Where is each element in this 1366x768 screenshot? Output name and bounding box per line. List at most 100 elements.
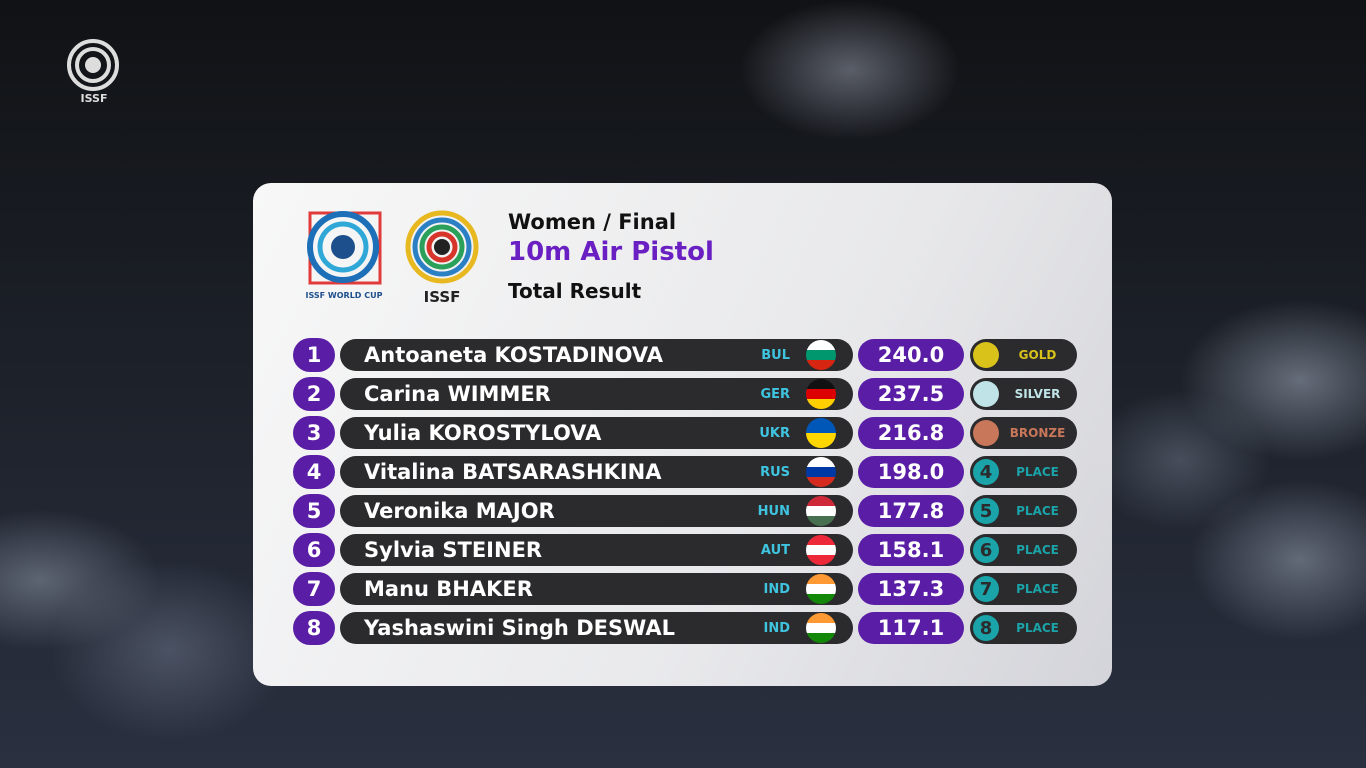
athlete-row: Vitalina BATSARASHKINA RUS	[340, 456, 853, 488]
medal-badge: 5 PLACE	[970, 495, 1077, 527]
athlete-row: Yashaswini Singh DESWAL IND	[340, 612, 853, 644]
medal-icon	[973, 342, 999, 368]
medal-label: BRONZE	[1009, 426, 1066, 440]
rank-badge: 6	[293, 533, 335, 567]
flag-stripe	[806, 340, 836, 350]
flag-stripe	[806, 433, 836, 448]
medal-icon	[973, 381, 999, 407]
score: 198.0	[858, 456, 964, 488]
country-code: IND	[763, 620, 790, 636]
rank-badge: 7	[293, 572, 335, 606]
medal-label: PLACE	[1016, 621, 1059, 635]
flag-stripe	[806, 379, 836, 389]
flag	[806, 418, 836, 448]
country-code: GER	[760, 386, 790, 402]
medal-icon: 6	[973, 537, 999, 563]
athlete-name: Vitalina BATSARASHKINA	[364, 460, 662, 484]
country-code: UKR	[759, 425, 790, 441]
event-name: 10m Air Pistol	[508, 237, 714, 267]
athlete-row: Sylvia STEINER AUT	[340, 534, 853, 566]
flag	[806, 496, 836, 526]
flag-stripe	[806, 477, 836, 487]
rank-badge: 1	[293, 338, 335, 372]
medal-badge: 8 PLACE	[970, 612, 1077, 644]
score: 216.8	[858, 417, 964, 449]
flag-stripe	[806, 613, 836, 623]
flag-stripe	[806, 389, 836, 399]
event-group: Women / Final	[508, 210, 677, 234]
flag-stripe	[806, 360, 836, 370]
flag-stripe	[806, 418, 836, 433]
flag	[806, 535, 836, 565]
athlete-name: Yashaswini Singh DESWAL	[364, 616, 675, 640]
medal-badge: BRONZE	[970, 417, 1077, 449]
athlete-name: Antoaneta KOSTADINOVA	[364, 343, 663, 367]
flag-stripe	[806, 467, 836, 477]
flag-stripe	[806, 584, 836, 594]
header-logos: ISSF WORLD CUP ISSF	[306, 210, 479, 305]
flag-stripe	[806, 496, 836, 506]
medal-icon: 4	[973, 459, 999, 485]
athlete-name: Yulia KOROSTYLOVA	[364, 421, 602, 445]
flag-stripe	[806, 350, 836, 360]
score: 177.8	[858, 495, 964, 527]
score: 237.5	[858, 378, 964, 410]
flag	[806, 457, 836, 487]
flag-stripe	[806, 633, 836, 643]
flag-stripe	[806, 545, 836, 555]
rank-badge: 2	[293, 377, 335, 411]
medal-icon: 5	[973, 498, 999, 524]
country-code: AUT	[760, 542, 790, 558]
athlete-row: Manu BHAKER IND	[340, 573, 853, 605]
country-code: HUN	[757, 503, 790, 519]
medal-icon	[973, 420, 999, 446]
medal-label: GOLD	[1018, 348, 1057, 362]
athlete-name: Manu BHAKER	[364, 577, 533, 601]
medal-label: SILVER	[1014, 387, 1061, 401]
flag-stripe	[806, 574, 836, 584]
rank-badge: 3	[293, 416, 335, 450]
medal-label: PLACE	[1016, 465, 1059, 479]
athlete-row: Carina WIMMER GER	[340, 378, 853, 410]
medal-badge: GOLD	[970, 339, 1077, 371]
score: 117.1	[858, 612, 964, 644]
medal-icon: 7	[973, 576, 999, 602]
athlete-row: Yulia KOROSTYLOVA UKR	[340, 417, 853, 449]
medal-badge: 6 PLACE	[970, 534, 1077, 566]
score: 137.3	[858, 573, 964, 605]
flag-stripe	[806, 555, 836, 565]
flag	[806, 340, 836, 370]
country-code: RUS	[760, 464, 790, 480]
rank-badge: 5	[293, 494, 335, 528]
score: 158.1	[858, 534, 964, 566]
corner-logo: ISSF	[67, 39, 119, 105]
medal-label: PLACE	[1016, 543, 1059, 557]
medal-icon: 8	[973, 615, 999, 641]
athlete-row: Antoaneta KOSTADINOVA BUL	[340, 339, 853, 371]
flag-stripe	[806, 506, 836, 516]
medal-badge: 4 PLACE	[970, 456, 1077, 488]
flag-stripe	[806, 594, 836, 604]
flag	[806, 379, 836, 409]
country-code: IND	[763, 581, 790, 597]
corner-logo-text: ISSF	[81, 92, 108, 105]
flag-stripe	[806, 399, 836, 409]
flag-stripe	[806, 516, 836, 526]
medal-label: PLACE	[1016, 504, 1059, 518]
medal-label: PLACE	[1016, 582, 1059, 596]
athlete-name: Veronika MAJOR	[364, 499, 555, 523]
country-code: BUL	[761, 347, 790, 363]
rank-badge: 8	[293, 611, 335, 645]
world-cup-logo-text: ISSF WORLD CUP	[306, 291, 383, 300]
athlete-name: Sylvia STEINER	[364, 538, 543, 562]
flag	[806, 574, 836, 604]
flag-stripe	[806, 535, 836, 545]
issf-logo-text: ISSF	[424, 288, 461, 305]
medal-badge: SILVER	[970, 378, 1077, 410]
score: 240.0	[858, 339, 964, 371]
result-type: Total Result	[508, 279, 642, 303]
medal-badge: 7 PLACE	[970, 573, 1077, 605]
flag	[806, 613, 836, 643]
flag-stripe	[806, 457, 836, 467]
